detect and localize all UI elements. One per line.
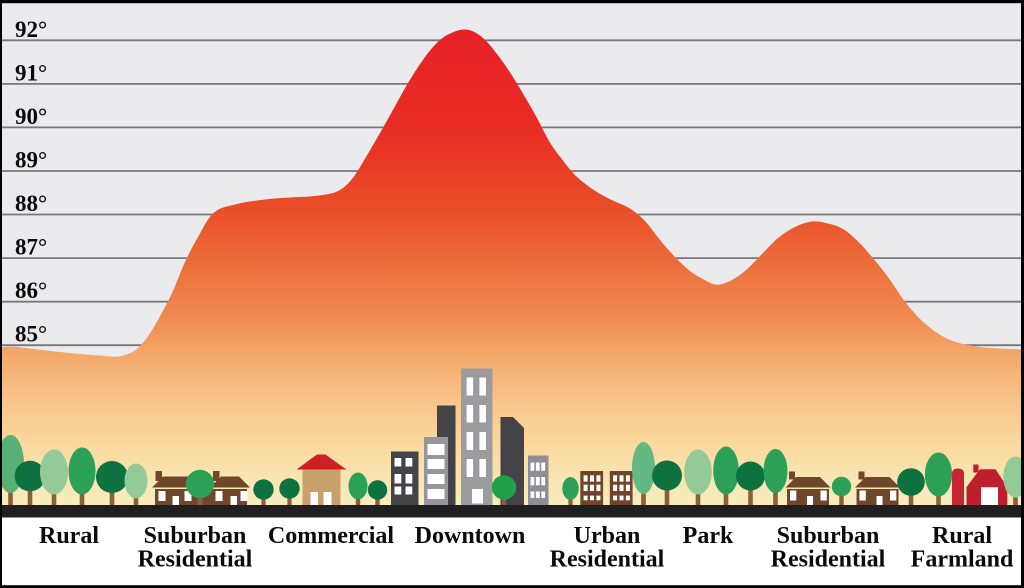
- svg-text:Residential: Residential: [771, 547, 886, 573]
- svg-text:Rural: Rural: [932, 523, 992, 549]
- svg-text:85°: 85°: [15, 322, 47, 347]
- svg-text:88°: 88°: [15, 191, 47, 216]
- svg-text:Park: Park: [683, 523, 734, 549]
- svg-text:89°: 89°: [15, 148, 47, 173]
- svg-text:86°: 86°: [15, 278, 47, 303]
- svg-text:Suburban: Suburban: [777, 523, 880, 549]
- svg-text:90°: 90°: [15, 104, 47, 129]
- svg-text:92°: 92°: [15, 17, 47, 42]
- svg-text:Urban: Urban: [574, 523, 641, 549]
- svg-text:Residential: Residential: [138, 547, 253, 573]
- svg-text:Commercial: Commercial: [268, 523, 395, 549]
- svg-text:Farmland: Farmland: [911, 547, 1014, 573]
- svg-text:Residential: Residential: [550, 547, 665, 573]
- svg-text:Suburban: Suburban: [144, 523, 247, 549]
- svg-text:Rural: Rural: [39, 523, 99, 549]
- svg-text:87°: 87°: [15, 235, 47, 260]
- svg-text:91°: 91°: [15, 60, 47, 85]
- svg-text:Downtown: Downtown: [415, 523, 526, 549]
